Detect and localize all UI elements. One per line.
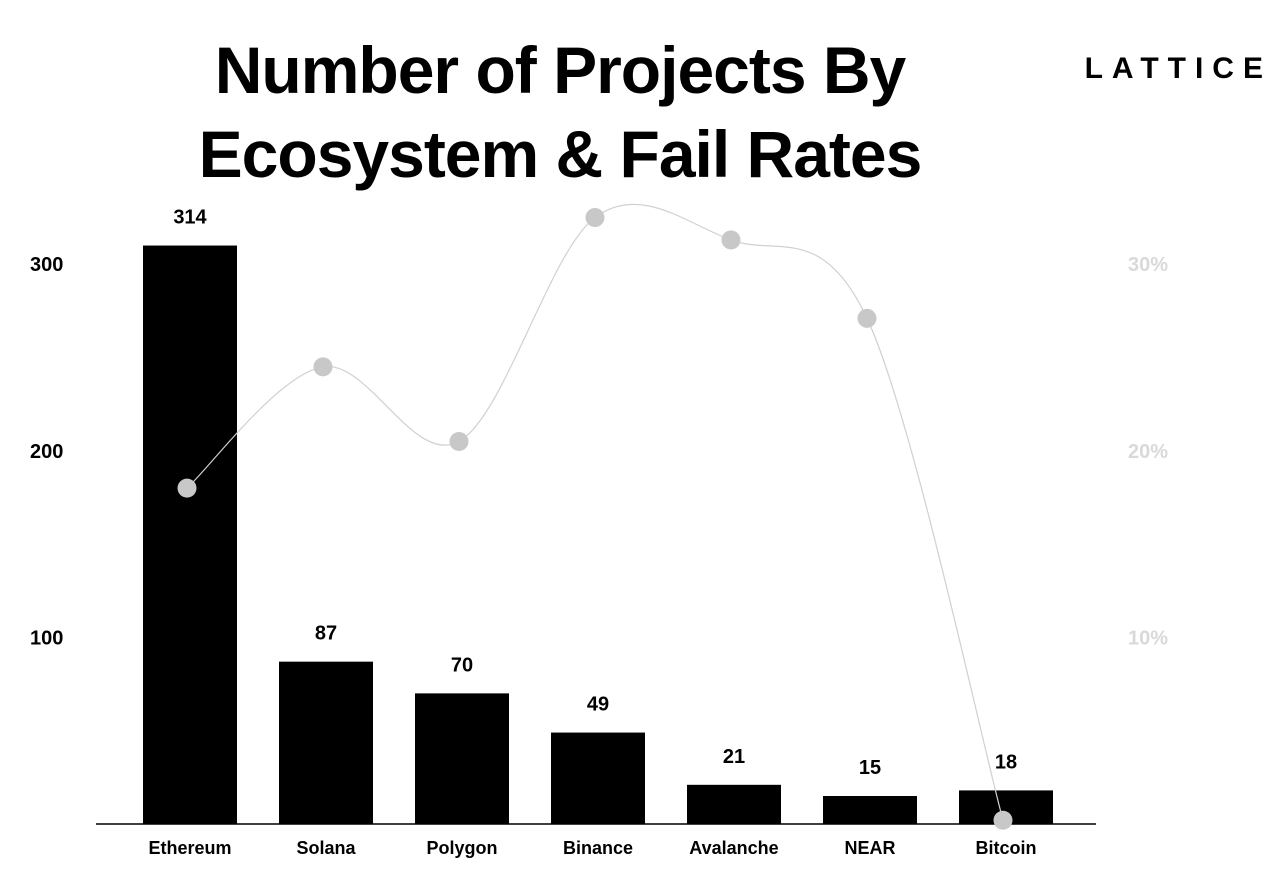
fail-rate-point-ethereum xyxy=(177,478,197,498)
bar-value-label: 18 xyxy=(995,751,1017,773)
bar-solana xyxy=(279,661,373,824)
bar-value-label: 87 xyxy=(315,623,337,645)
bar-value-label: 70 xyxy=(451,654,473,676)
bar-value-label: 21 xyxy=(723,746,745,768)
fail-rate-point-avalanche xyxy=(721,230,741,250)
bar-near xyxy=(823,796,917,824)
fail-rate-point-binance xyxy=(585,208,605,228)
bar-ethereum xyxy=(143,245,237,825)
chart-title-line-2: Ecosystem & Fail Rates xyxy=(198,117,923,191)
x-category-label: Ethereum xyxy=(148,838,231,858)
fail-rate-line xyxy=(186,203,1004,821)
fail-rate-point-polygon xyxy=(449,431,469,451)
fail-rate-point-bitcoin xyxy=(993,810,1013,830)
y-right-tick-label: 30% xyxy=(1128,254,1168,276)
x-category-label: Solana xyxy=(296,838,356,858)
y-right-tick-label: 10% xyxy=(1128,627,1168,649)
bar-avalanche xyxy=(687,784,781,824)
chart-title: Number of Projects By Ecosystem & Fail R… xyxy=(80,28,1040,196)
bar-value-label: 49 xyxy=(587,694,609,716)
x-category-label: Bitcoin xyxy=(976,838,1037,858)
bar-value-label: 314 xyxy=(173,207,207,229)
x-category-label: Avalanche xyxy=(689,838,778,858)
y-right-tick-label: 20% xyxy=(1128,441,1168,463)
chart-title-line-1: Number of Projects By xyxy=(214,33,907,107)
x-category-label: Binance xyxy=(563,838,633,858)
y-left-tick-label: 300 xyxy=(30,254,63,276)
fail-rate-point-solana xyxy=(313,357,333,377)
bar-binance xyxy=(551,732,645,824)
lattice-logo: LATTICE xyxy=(1084,52,1272,85)
x-category-label: NEAR xyxy=(844,838,895,858)
y-left-tick-label: 100 xyxy=(30,627,63,649)
bar-value-label: 15 xyxy=(859,757,881,779)
y-left-tick-label: 200 xyxy=(30,441,63,463)
x-category-label: Polygon xyxy=(427,838,498,858)
fail-rate-point-near xyxy=(857,308,877,328)
bar-polygon xyxy=(415,693,509,824)
